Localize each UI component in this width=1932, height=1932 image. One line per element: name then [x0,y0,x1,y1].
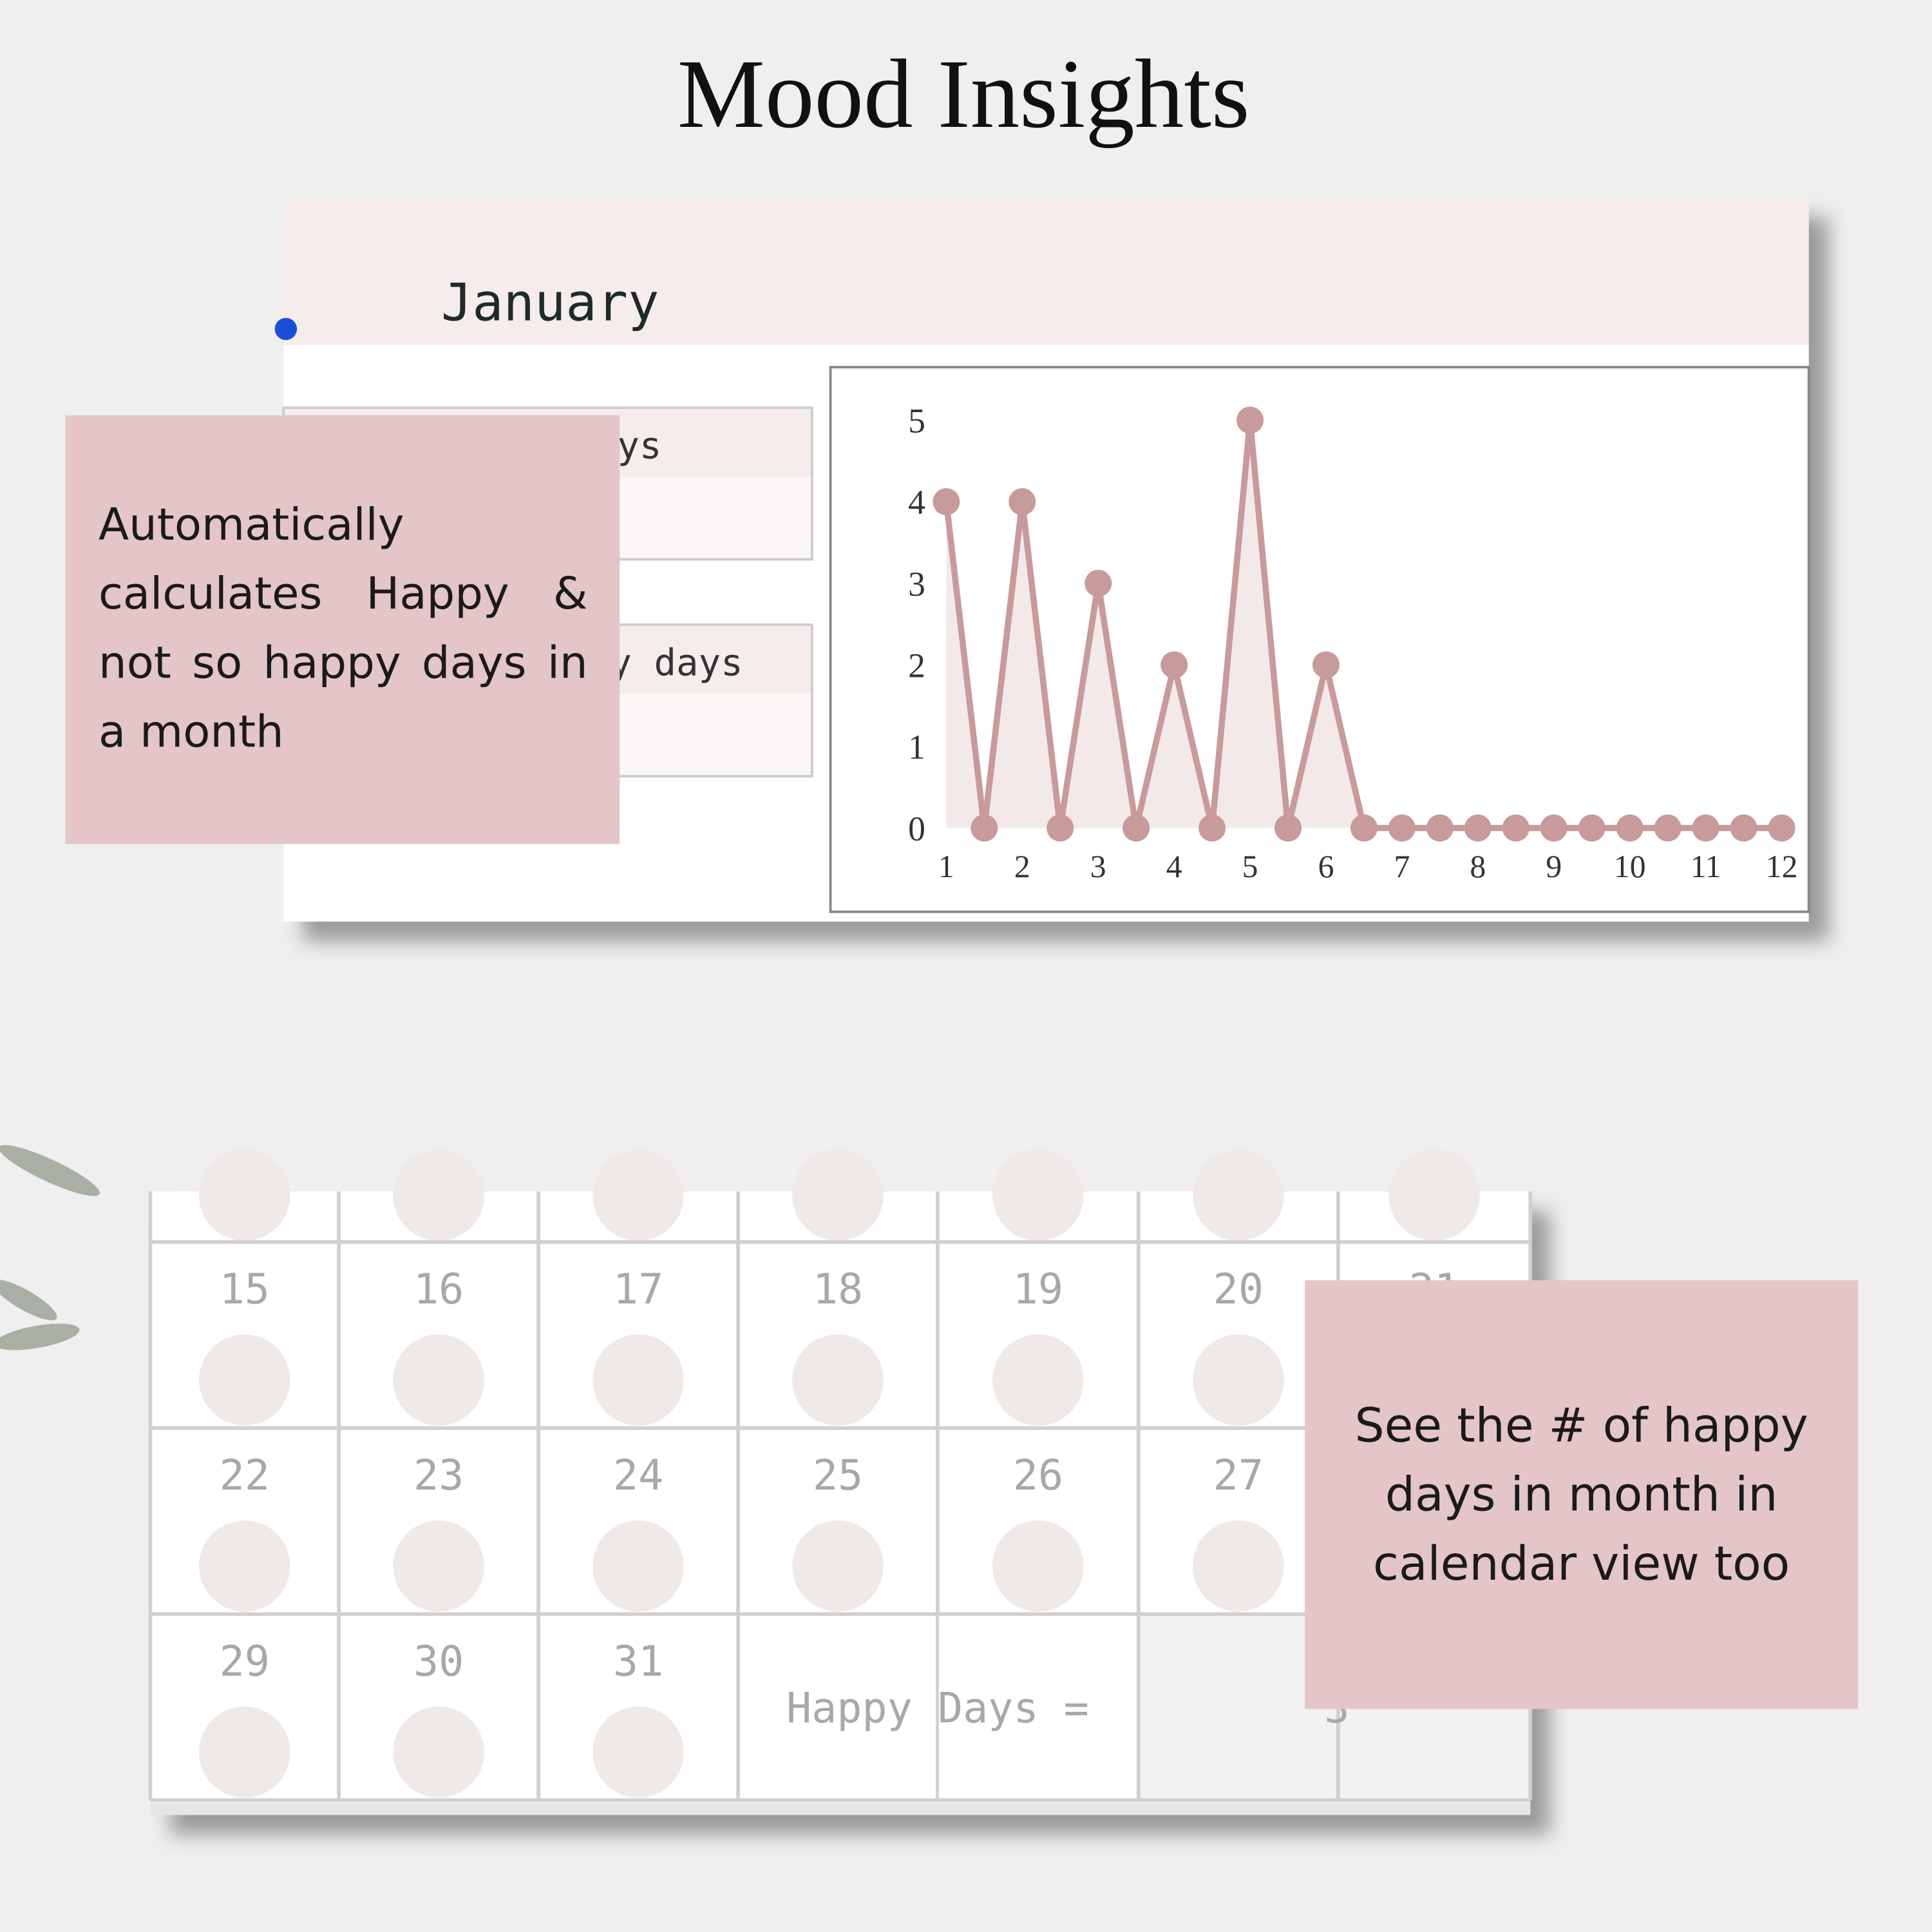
point [1464,814,1492,842]
bottom-border [150,1803,1531,1815]
day-number: 31 [613,1638,663,1686]
point [1046,814,1074,842]
day-number: 30 [413,1638,464,1686]
point [1274,814,1302,842]
x-tick-label: 12 [1766,849,1798,884]
x-tick-label: 1 [938,849,954,884]
point [1198,814,1226,842]
caption-panel: Automatically calculates Happy & not so … [65,415,620,844]
x-tick-label: 5 [1242,849,1258,884]
mood-circle [592,1520,684,1612]
y-tick-label: 0 [908,810,925,848]
mood-circle [1193,1334,1284,1426]
day-number: 24 [613,1452,663,1500]
day-number: 29 [220,1638,270,1686]
mood-circle [198,1706,290,1798]
y-tick-label: 4 [908,483,925,522]
x-tick-label: 11 [1690,849,1721,884]
stat-label: ys [617,424,661,468]
point [1160,651,1188,679]
point [1426,814,1454,842]
day-number: 22 [220,1452,270,1500]
x-tick-label: 4 [1166,849,1182,884]
point [1578,814,1605,842]
y-tick-label: 1 [908,728,925,766]
month-header [283,197,1809,345]
mood-circle [992,1520,1084,1612]
mood-circle [1388,1150,1480,1241]
x-tick-label: 9 [1546,849,1562,884]
y-tick-label: 3 [908,565,925,603]
point [1350,814,1378,842]
day-number: 15 [220,1265,270,1314]
x-tick-label: 2 [1014,849,1030,884]
mood-circle [393,1520,484,1612]
point [1388,814,1416,842]
point [1730,814,1757,842]
x-tick-label: 7 [1394,849,1410,884]
caption-box: See the # of happy days in month in cale… [1305,1280,1859,1709]
day-number: 16 [413,1265,464,1314]
cell-handle [274,317,298,341]
area [946,420,1782,828]
day-number: 18 [813,1265,863,1314]
month-name: January [441,272,659,332]
mood-circle [198,1334,290,1426]
y-tick-label: 5 [908,402,925,440]
caption-text: Automatically calculates Happy & not so … [99,500,588,758]
point [1616,814,1643,842]
x-tick-label: 8 [1470,849,1486,884]
x-tick-label: 6 [1318,849,1334,884]
point [1692,814,1719,842]
mood-circle [198,1150,290,1241]
plant [0,1145,100,1350]
mood-circle [792,1150,884,1241]
mood-circle [393,1150,484,1241]
point [933,488,960,516]
caption-text: See the # of happy days in month in cale… [1354,1398,1808,1591]
stat-label: y days [609,641,743,684]
point [1084,569,1112,597]
mood-circle [992,1150,1084,1241]
day-number: 23 [413,1452,464,1500]
point [1654,814,1681,842]
x-tick-label: 10 [1614,849,1646,884]
day-number: 20 [1213,1265,1264,1314]
day-number: 17 [613,1265,663,1314]
summary-label: Happy Days = [786,1685,1089,1733]
mood-circle [393,1706,484,1798]
caption-panel: See the # of happy days in month in cale… [1305,1280,1859,1709]
mood-circle [592,1706,684,1798]
caption-box: Automatically calculates Happy & not so … [65,415,620,844]
day-number: 25 [813,1452,863,1500]
mood-circle [1193,1150,1284,1241]
merge-mask [938,1616,1137,1798]
day-number: 19 [1013,1265,1063,1314]
x-tick-label: 3 [1090,849,1106,884]
point [1502,814,1530,842]
mood-circle [592,1150,684,1241]
point [1009,488,1036,516]
mood-circle [1193,1520,1284,1612]
mood-circle [592,1334,684,1426]
point [1768,814,1795,842]
mood-circle [792,1334,884,1426]
mood-circle [792,1520,884,1612]
point [971,814,998,842]
point [1312,651,1340,679]
point [1540,814,1567,842]
y-tick-label: 2 [908,647,925,685]
day-number: 26 [1013,1452,1063,1500]
mood-circle [198,1520,290,1612]
day-number: 27 [1213,1452,1264,1500]
mood-circle [992,1334,1084,1426]
page-title: Mood Insights [677,40,1250,149]
mood-circle [393,1334,484,1426]
point [1236,406,1264,434]
point [1122,814,1150,842]
